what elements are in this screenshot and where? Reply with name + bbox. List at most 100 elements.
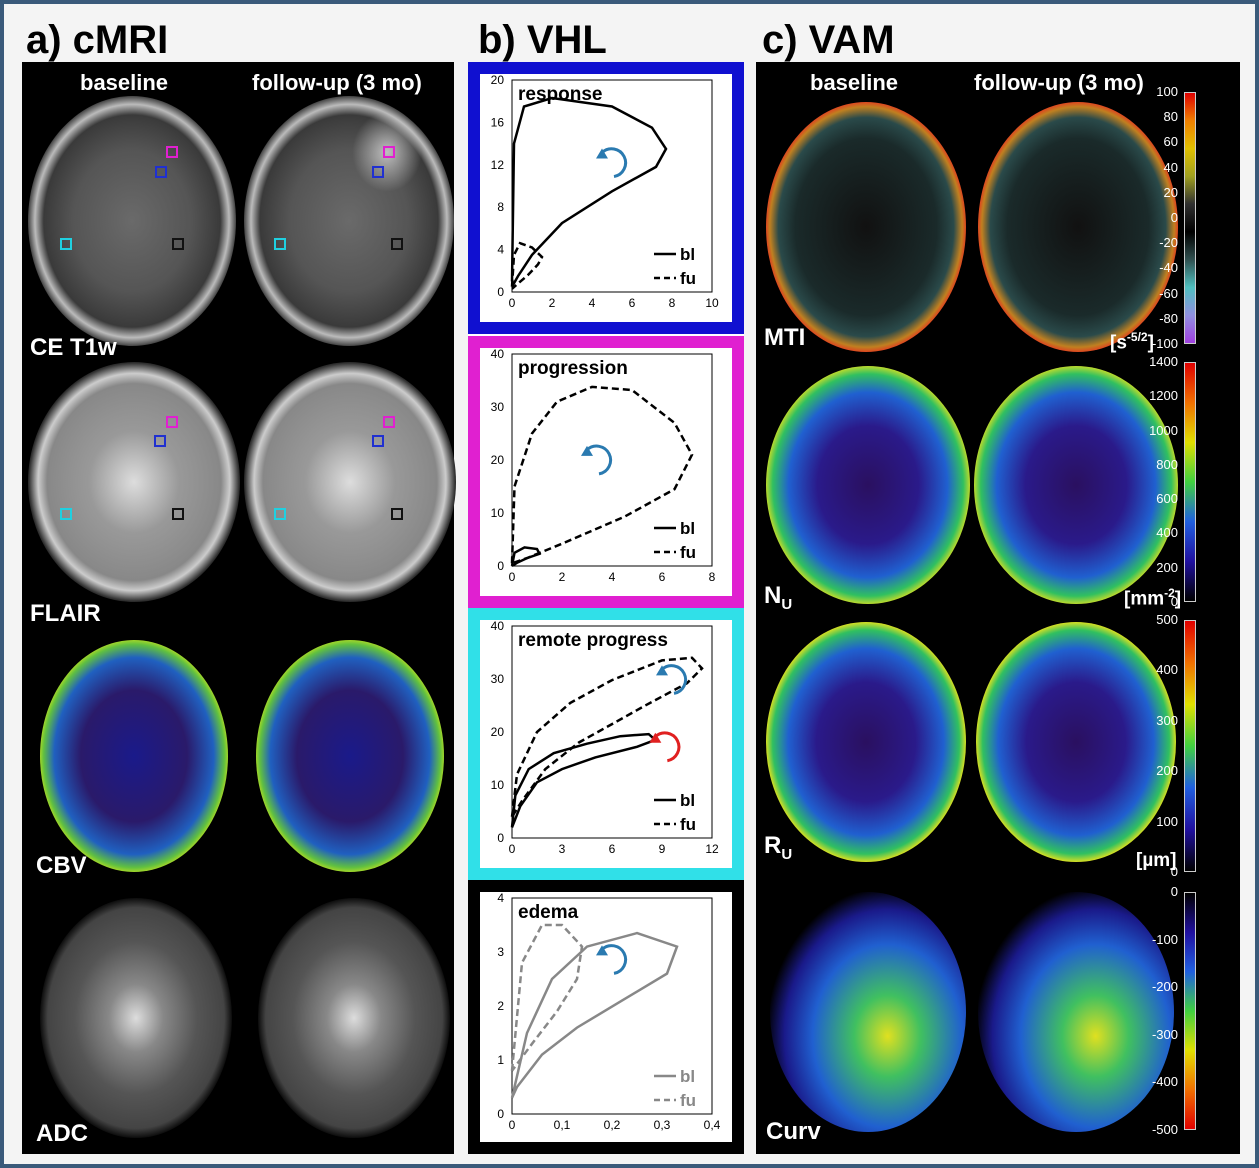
- colorbar-mti-tick: -20: [1134, 235, 1178, 250]
- roi-magenta: [166, 416, 178, 428]
- panel-c-title: c) VAM: [762, 18, 895, 63]
- vhl-panel: 0 2 4 6 8 10 0 4 8 12 16 20 response bl fu 0 2 4 6 8 0 10 20 3…: [468, 62, 744, 1154]
- y-tick-label: 4: [497, 243, 504, 257]
- colorbar-nu-tick: 400: [1134, 525, 1178, 540]
- ru-baseline-map: [766, 622, 966, 862]
- colorbar-mti-tick: 60: [1134, 134, 1178, 149]
- colorbar-curv-tick: -300: [1134, 1027, 1178, 1042]
- ce-t1w-baseline-scan: [28, 96, 236, 346]
- y-tick-label: 3: [497, 945, 504, 959]
- x-tick-label: 4: [589, 296, 596, 310]
- plot-title: edema: [518, 902, 579, 923]
- x-tick-label: 2: [549, 296, 556, 310]
- y-tick-label: 2: [497, 999, 504, 1013]
- colorbar-ru-tick: 500: [1134, 612, 1178, 627]
- x-tick-label: 0: [509, 570, 516, 584]
- colorbar-nu-tick: 200: [1134, 560, 1178, 575]
- roi-black: [172, 508, 184, 520]
- row-label-curv: Curv: [766, 1118, 821, 1146]
- roi-blue: [154, 435, 166, 447]
- colorbar-nu-tick: 1400: [1134, 354, 1178, 369]
- x-tick-label: 9: [659, 842, 666, 856]
- panel-b-title: b) VHL: [478, 18, 607, 63]
- y-tick-label: 0: [497, 831, 504, 845]
- ce-t1w-followup-scan: [244, 96, 454, 346]
- y-tick-label: 12: [491, 158, 505, 172]
- colorbar-nu-tick: 0: [1134, 594, 1178, 609]
- cbv-followup-scan: [256, 640, 444, 872]
- x-tick-label: 4: [609, 570, 616, 584]
- x-tick-label: 10: [705, 296, 719, 310]
- colorbar-mti: [1184, 92, 1196, 344]
- colorbar-nu-tick: 1000: [1134, 423, 1178, 438]
- colorbar-nu: [1184, 362, 1196, 602]
- y-tick-label: 20: [491, 725, 505, 739]
- colorbar-mti-tick: 80: [1134, 109, 1178, 124]
- x-tick-label: 6: [629, 296, 636, 310]
- column-title-baseline: baseline: [80, 70, 168, 96]
- y-tick-label: 10: [491, 506, 505, 520]
- legend-bl-label: bl: [680, 245, 695, 264]
- row-label-mti: MTI: [764, 324, 805, 352]
- colorbar-ru-tick: 200: [1134, 763, 1178, 778]
- x-tick-label: 0,2: [604, 1118, 621, 1132]
- x-tick-label: 0,4: [704, 1118, 721, 1132]
- y-tick-label: 4: [497, 892, 504, 905]
- x-tick-label: 12: [705, 842, 719, 856]
- colorbar-mti-tick: 40: [1134, 160, 1178, 175]
- mti-baseline-map: [766, 102, 966, 352]
- colorbar-curv-tick: -100: [1134, 932, 1178, 947]
- roi-cyan: [274, 238, 286, 250]
- colorbar-ru-tick: 400: [1134, 662, 1178, 677]
- y-tick-label: 20: [491, 74, 505, 87]
- y-tick-label: 8: [497, 200, 504, 214]
- roi-cyan: [60, 238, 72, 250]
- colorbar-mti-tick: -60: [1134, 286, 1178, 301]
- colorbar-mti-tick: -80: [1134, 311, 1178, 326]
- colorbar-curv: [1184, 892, 1196, 1130]
- colorbar-mti-tick: -40: [1134, 260, 1178, 275]
- x-tick-label: 2: [559, 570, 566, 584]
- column-title-baseline: baseline: [810, 70, 898, 96]
- legend-fu-label: fu: [680, 1091, 696, 1110]
- roi-black: [172, 238, 184, 250]
- roi-black: [391, 508, 403, 520]
- panel-a-title: a) cMRI: [26, 18, 168, 63]
- x-tick-label: 0: [509, 1118, 516, 1132]
- roi-blue: [155, 166, 167, 178]
- roi-magenta: [383, 416, 395, 428]
- y-tick-label: 10: [491, 778, 505, 792]
- colorbar-ru: [1184, 620, 1196, 872]
- x-tick-label: 0,1: [554, 1118, 571, 1132]
- adc-followup-scan: [258, 898, 450, 1138]
- x-tick-label: 8: [709, 570, 716, 584]
- row-label-cbv: CBV: [36, 852, 87, 880]
- roi-magenta: [166, 146, 178, 158]
- plot-title: progression: [518, 358, 628, 379]
- y-tick-label: 1: [497, 1053, 504, 1067]
- nu-baseline-map: [766, 366, 970, 604]
- colorbar-mti-tick: 20: [1134, 185, 1178, 200]
- x-tick-label: 0,3: [654, 1118, 671, 1132]
- x-tick-label: 8: [669, 296, 676, 310]
- curv-baseline-map: [770, 892, 966, 1132]
- y-tick-label: 30: [491, 400, 505, 414]
- colorbar-mti-tick: 100: [1134, 84, 1178, 99]
- x-tick-label: 0: [509, 296, 516, 310]
- colorbar-mti-tick: 0: [1134, 210, 1178, 225]
- y-tick-label: 16: [491, 115, 505, 129]
- x-tick-label: 0: [509, 842, 516, 856]
- x-tick-label: 3: [559, 842, 566, 856]
- x-tick-label: 6: [659, 570, 666, 584]
- flair-baseline-scan: [28, 362, 240, 602]
- roi-black: [391, 238, 403, 250]
- cbv-baseline-scan: [40, 640, 228, 872]
- plot-title: response: [518, 84, 602, 105]
- vam-panel: baseline follow-up (3 mo) MTI [s-5/2] 10…: [756, 62, 1240, 1154]
- roi-cyan: [60, 508, 72, 520]
- legend-fu-label: fu: [680, 269, 696, 288]
- vhl-plot-edema: 0 0,1 0,2 0,3 0,4 0 1 2 3 4 edema bl fu: [468, 880, 744, 1154]
- legend-bl-label: bl: [680, 519, 695, 538]
- vhl-plot-response: 0 2 4 6 8 10 0 4 8 12 16 20 response bl fu: [468, 62, 744, 334]
- colorbar-ru-tick: 0: [1134, 864, 1178, 879]
